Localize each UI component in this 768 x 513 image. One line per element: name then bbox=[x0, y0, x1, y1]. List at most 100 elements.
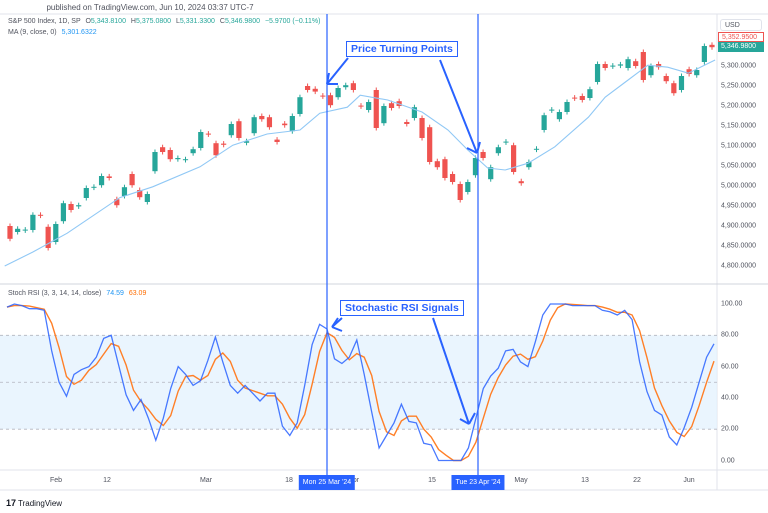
candle-body bbox=[236, 121, 242, 138]
brand-name: TradingView bbox=[18, 499, 63, 508]
candle-body bbox=[678, 76, 685, 90]
candle-body bbox=[297, 97, 303, 114]
candle-body bbox=[655, 64, 662, 68]
candle-body bbox=[304, 86, 311, 90]
candle-body bbox=[388, 103, 395, 108]
candle-body bbox=[404, 122, 410, 124]
candle-body bbox=[709, 44, 715, 48]
candle-body bbox=[30, 214, 36, 230]
candle-body bbox=[518, 181, 524, 184]
candle-body bbox=[98, 176, 105, 186]
candle-body bbox=[640, 52, 646, 80]
candles-layer bbox=[7, 42, 715, 251]
time-tick-label: 13 bbox=[581, 477, 589, 484]
time-tick-label: 18 bbox=[285, 477, 293, 484]
candle-body bbox=[213, 143, 219, 156]
ma-layer bbox=[4, 59, 716, 267]
candle-body bbox=[701, 46, 707, 62]
candle-body bbox=[144, 194, 150, 202]
ma-value: 5,301.6322 bbox=[61, 29, 97, 36]
candle-body bbox=[15, 228, 21, 232]
time-tick-label: Feb bbox=[49, 477, 63, 484]
candle-body bbox=[320, 95, 326, 97]
candle-body bbox=[76, 205, 82, 207]
change-value: −5.9700 (−0.11%) bbox=[264, 18, 321, 25]
candle-body bbox=[427, 127, 433, 162]
candle-body bbox=[457, 184, 463, 200]
time-tick-label: 15 bbox=[428, 477, 436, 484]
stoch-tick-label: 20.00 bbox=[721, 425, 739, 433]
time-tick-label: 22 bbox=[633, 477, 641, 484]
price-tick-label: 5,050.0000 bbox=[721, 162, 757, 170]
candle-body bbox=[419, 118, 425, 138]
candle-body bbox=[449, 174, 456, 182]
low-label: L bbox=[175, 18, 180, 25]
candle-body bbox=[610, 65, 616, 67]
arrow-price-2 bbox=[439, 59, 481, 154]
candle-body bbox=[465, 182, 471, 192]
candle-body bbox=[686, 69, 692, 74]
candle-body bbox=[312, 88, 318, 92]
stoch-k-value: 74.59 bbox=[106, 290, 124, 297]
ma-label: MA (9, close, 0) bbox=[8, 29, 57, 36]
price-tick-label: 4,950.0000 bbox=[721, 202, 757, 210]
ma-line bbox=[4, 59, 716, 267]
candle-body bbox=[511, 145, 517, 172]
stoch-tick-label: 40.00 bbox=[721, 394, 739, 402]
price-tick-label: 4,800.0000 bbox=[721, 262, 757, 270]
time-tick-label: May bbox=[514, 477, 528, 484]
ma-legend[interactable]: MA (9, close, 0) 5,301.6322 bbox=[8, 29, 97, 36]
low-value: 5,331.3300 bbox=[179, 18, 215, 25]
tradingview-logo[interactable]: 17 TradingView bbox=[6, 498, 62, 508]
markers-layer bbox=[326, 14, 481, 475]
candle-body bbox=[411, 107, 418, 118]
candle-body bbox=[259, 116, 265, 120]
candle-body bbox=[167, 150, 173, 160]
symbol-name: S&P 500 Index, 1D, SP bbox=[8, 18, 81, 25]
candle-body bbox=[495, 147, 501, 154]
close-value: 5,346.9800 bbox=[224, 18, 260, 25]
stoch-label: Stoch RSI (3, 3, 14, 14, close) bbox=[8, 290, 102, 297]
price-tick-label: 5,300.0000 bbox=[721, 62, 757, 70]
candle-body bbox=[488, 167, 494, 180]
candle-body bbox=[60, 203, 67, 222]
candle-body bbox=[190, 149, 196, 154]
stoch-k-line bbox=[6, 303, 715, 462]
annotation-price-turning-points[interactable]: Price Turning Points bbox=[346, 41, 458, 57]
candle-body bbox=[68, 204, 74, 210]
candle-body bbox=[152, 152, 158, 172]
currency-button[interactable]: USD bbox=[720, 19, 762, 31]
stoch-legend[interactable]: Stoch RSI (3, 3, 14, 14, close) 74.59 63… bbox=[8, 290, 146, 297]
candle-body bbox=[327, 95, 334, 106]
arrow-price-1 bbox=[326, 57, 349, 85]
time-tick-label: 12 bbox=[103, 477, 111, 484]
candle-body bbox=[366, 102, 372, 110]
candle-body bbox=[549, 109, 555, 111]
candle-body bbox=[221, 143, 227, 145]
high-label: H bbox=[130, 18, 136, 25]
price-tick-label: 5,250.0000 bbox=[721, 82, 757, 90]
candle-body bbox=[37, 214, 44, 216]
crosshair-date-mar25: Mon 25 Mar '24 bbox=[298, 475, 356, 490]
price-tick-label: 5,200.0000 bbox=[721, 102, 757, 110]
candle-body bbox=[22, 229, 28, 231]
last-price-tag: 5,346.9800 bbox=[718, 42, 764, 52]
candle-body bbox=[205, 133, 211, 135]
candle-body bbox=[45, 226, 51, 248]
time-tick-label: Jun bbox=[683, 477, 695, 484]
published-caption: published on TradingView.com, Jun 10, 20… bbox=[46, 3, 254, 12]
price-tick-label: 4,850.0000 bbox=[721, 242, 757, 250]
annotation-stoch-signals[interactable]: Stochastic RSI Signals bbox=[340, 300, 464, 316]
candle-body bbox=[648, 66, 654, 76]
tradingview-logo-icon: 17 bbox=[6, 498, 17, 508]
candle-body bbox=[564, 102, 570, 112]
stoch-tick-label: 60.00 bbox=[721, 363, 739, 371]
price-tick-label: 5,000.0000 bbox=[721, 182, 757, 190]
symbol-legend[interactable]: S&P 500 Index, 1D, SP O5,343.8100 H5,375… bbox=[8, 18, 320, 25]
candle-body bbox=[335, 88, 341, 98]
candle-body bbox=[625, 59, 631, 68]
candle-body bbox=[53, 224, 59, 242]
arrow-stoch-2 bbox=[432, 317, 476, 425]
candle-body bbox=[442, 159, 448, 178]
